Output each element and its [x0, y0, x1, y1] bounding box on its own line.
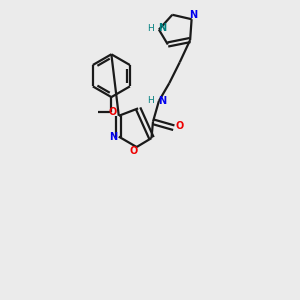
Text: H: H	[147, 97, 154, 106]
Text: N: N	[189, 10, 197, 20]
Text: N: N	[158, 96, 166, 106]
Text: N: N	[109, 132, 117, 142]
Text: O: O	[109, 107, 117, 117]
Text: H: H	[147, 24, 154, 33]
Text: N: N	[158, 23, 166, 33]
Text: O: O	[130, 146, 138, 157]
Text: O: O	[175, 121, 183, 131]
